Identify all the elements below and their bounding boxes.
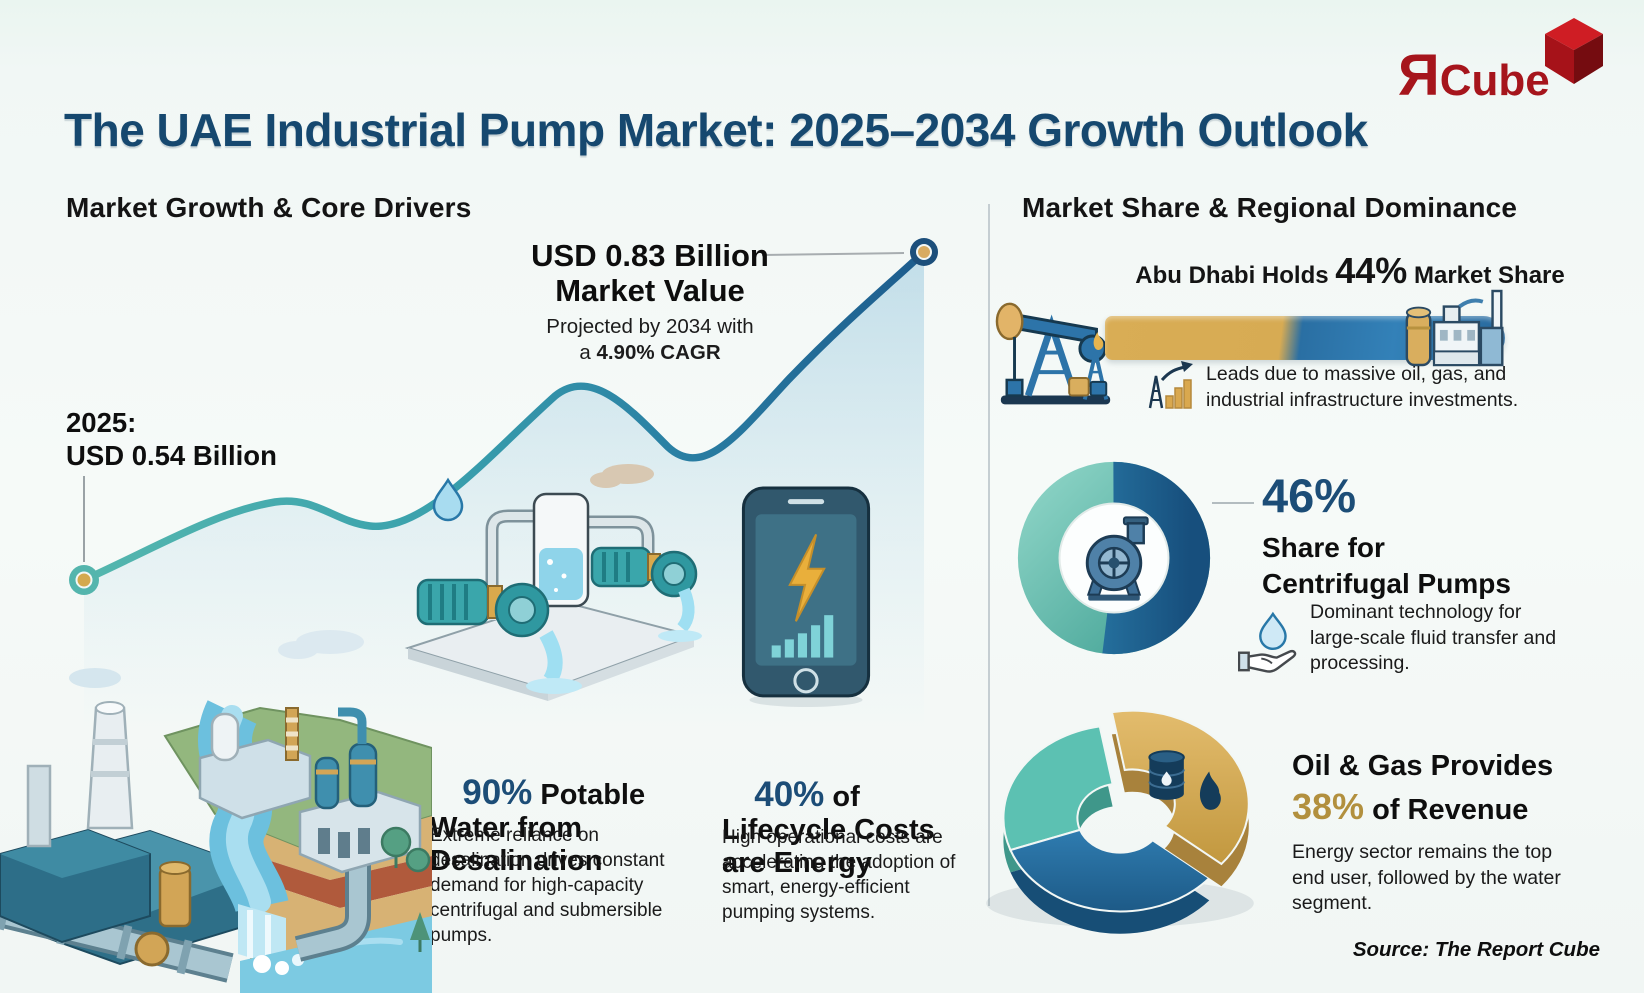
- oil-gas-pct: 38%: [1292, 786, 1365, 827]
- growth-chart-icon: [1148, 361, 1193, 409]
- oil-pumpjack-icon: [995, 302, 1111, 405]
- stat-water-desc: Extreme reliance on desalination drives …: [430, 825, 665, 946]
- industrial-water-scene-illustration: [0, 630, 432, 993]
- oil-gas-desc: Energy sector remains the top end user, …: [1292, 841, 1561, 915]
- logo-name: Cube: [1439, 56, 1550, 105]
- market-share-bar: [1105, 289, 1505, 367]
- flame-icon: [1199, 771, 1221, 810]
- stat-energy-title: 40% of Lifecycle Costs are Energy: [722, 774, 943, 880]
- stat-water-title: 90% Potable Water from Desalination: [430, 772, 654, 878]
- energy-pct: 40%: [754, 774, 825, 814]
- logo-wordmark: Я Cube: [1398, 42, 1550, 109]
- smart-pump-phone-illustration: [741, 486, 871, 707]
- start-value-label: 2025: USD 0.54 Billion: [66, 407, 277, 471]
- abu-dhabi-desc: Leads due to massive oil, gas, and indus…: [1206, 363, 1519, 411]
- projection-caption: Market Value: [555, 273, 745, 309]
- centrifugal-title: Share for Centrifugal Pumps: [1262, 532, 1511, 599]
- start-value: USD 0.54 Billion: [66, 440, 277, 471]
- page-title: The UAE Industrial Pump Market: 2025–203…: [64, 104, 1368, 156]
- factory-icon: [1405, 289, 1504, 367]
- centrifugal-pump-icon: [1085, 516, 1149, 601]
- left-section-header: Market Growth & Core Drivers: [66, 192, 472, 223]
- report-cube-logo: Я Cube: [1398, 14, 1613, 109]
- centrifugal-desc: Dominant technology for large-scale flui…: [1310, 601, 1557, 675]
- source-credit: Source: The Report Cube: [1352, 938, 1600, 961]
- oil-barrel-icon: [1148, 750, 1185, 800]
- logo-letter: Я: [1398, 43, 1440, 108]
- abu-dhabi-headline: Abu Dhabi Holds 44% Market Share: [1135, 250, 1565, 291]
- donut-leader-line: [1212, 502, 1254, 504]
- cagr-value: 4.90% CAGR: [596, 340, 721, 364]
- section-divider: [988, 204, 990, 906]
- centrifugal-share-donut-chart: [1017, 461, 1211, 655]
- projection-value: USD 0.83 Billion: [531, 238, 769, 273]
- right-section-header: Market Share & Regional Dominance: [1022, 192, 1518, 223]
- oil-gas-revenue-pie-chart: [986, 709, 1254, 934]
- oil-gas-pct-row: 38% of Revenue: [1292, 786, 1529, 827]
- leader-line-2034: [761, 252, 905, 256]
- oil-gas-title: Oil & Gas Provides: [1292, 750, 1554, 782]
- centrifugal-pct: 46%: [1262, 469, 1357, 522]
- abu-dhabi-pct: 44%: [1335, 250, 1408, 291]
- projection-subtext: Projected by 2034 with a 4.90% CAGR: [546, 315, 754, 364]
- chart-line: [80, 248, 928, 584]
- projection-label: USD 0.83 Billion Market Value Projected …: [500, 238, 800, 365]
- stat-energy-desc: High operational costs are accelerating …: [722, 827, 956, 923]
- water-droplet-icon: [432, 477, 464, 522]
- lightning-bolt-icon: [788, 533, 826, 622]
- water-pct: 90%: [462, 772, 533, 812]
- desalination-pump-illustration: [404, 464, 702, 701]
- cube-3d-icon: [1545, 18, 1603, 84]
- hand-droplet-icon: [1238, 611, 1297, 673]
